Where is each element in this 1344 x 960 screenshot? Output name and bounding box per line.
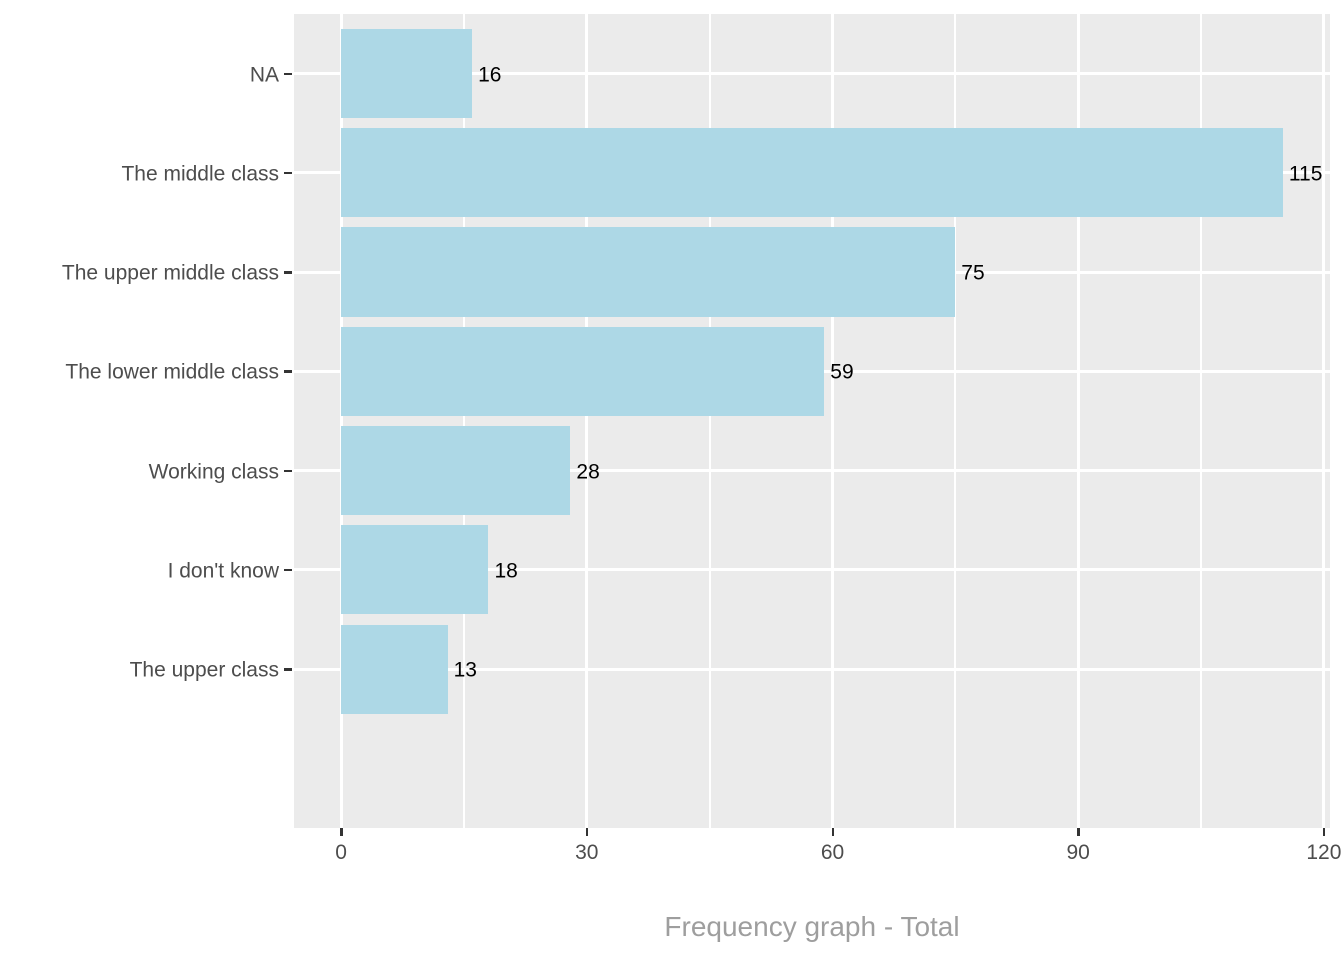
bar <box>341 326 825 416</box>
gridline-horizontal-major <box>294 469 1330 473</box>
x-tick-mark <box>831 828 834 836</box>
bar-value-label: 59 <box>830 360 854 384</box>
bar-value-label: 16 <box>478 63 502 87</box>
gridline-horizontal-major <box>294 568 1330 572</box>
x-tick-mark <box>1322 828 1326 836</box>
y-tick-label: NA <box>249 63 279 87</box>
x-tick-label: 60 <box>820 841 845 864</box>
bar <box>341 525 489 615</box>
y-tick-mark <box>284 469 292 473</box>
gridline-vertical-major <box>1322 14 1326 828</box>
bar-value-label: 75 <box>961 261 985 285</box>
y-tick-mark <box>284 668 292 671</box>
gridline-vertical-major <box>1076 14 1080 828</box>
gridline-vertical-minor <box>954 14 957 828</box>
bar-value-label: 115 <box>1288 162 1323 186</box>
y-tick-mark <box>284 271 292 274</box>
bar-value-label: 13 <box>453 658 477 682</box>
gridline-vertical-major <box>831 14 834 828</box>
gridline-horizontal-major <box>294 667 1330 671</box>
gridline-vertical-minor <box>1200 14 1202 828</box>
y-tick-mark <box>284 370 292 373</box>
x-tick-label: 120 <box>1306 841 1342 864</box>
bar-value-label: 28 <box>576 460 600 484</box>
bar <box>341 128 1283 218</box>
bar <box>341 426 571 516</box>
gridline-vertical-minor <box>708 14 711 828</box>
bar <box>341 28 473 119</box>
x-tick-label: 90 <box>1066 841 1090 864</box>
y-tick-label: Working class <box>148 460 279 484</box>
x-tick-label: 30 <box>575 841 599 864</box>
bar <box>341 227 956 317</box>
x-tick-mark <box>1077 828 1080 836</box>
bar-value-label: 18 <box>494 559 518 583</box>
gridline-vertical-major <box>585 14 589 828</box>
y-tick-label: The lower middle class <box>65 360 279 384</box>
gridline-vertical-minor <box>462 14 465 828</box>
chart-panel <box>294 14 1330 828</box>
bar <box>341 624 448 714</box>
y-tick-mark <box>284 72 292 76</box>
y-tick-label: The upper class <box>129 658 279 682</box>
gridline-vertical-major <box>339 14 343 828</box>
y-tick-label: I don't know <box>167 559 279 583</box>
y-tick-mark <box>284 568 292 572</box>
y-tick-mark <box>284 171 292 175</box>
x-axis-title: Frequency graph - Total <box>664 911 960 942</box>
y-tick-label: The middle class <box>121 162 279 186</box>
y-tick-label: The upper middle class <box>61 261 279 285</box>
x-tick-mark <box>340 828 343 836</box>
gridline-horizontal-major <box>294 72 1330 76</box>
x-tick-mark <box>585 828 589 836</box>
x-tick-label: 0 <box>335 841 347 864</box>
